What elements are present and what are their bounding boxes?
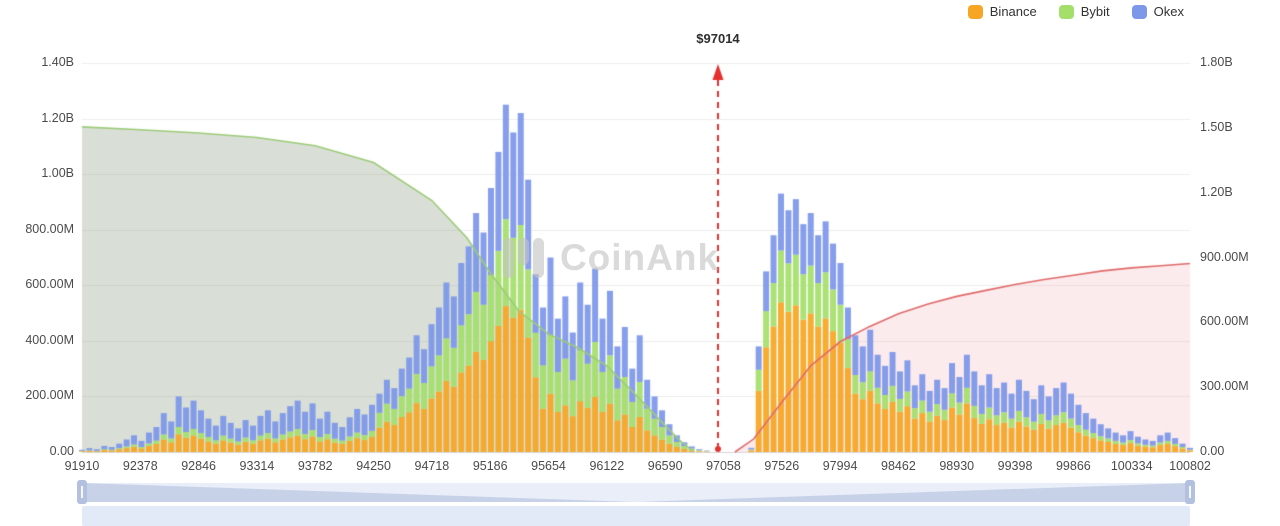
legend: Binance Bybit Okex — [967, 4, 1184, 19]
okex-swatch-icon — [1131, 4, 1147, 19]
price-annotation: $97014 — [696, 31, 740, 46]
watermark: CoinAnk — [0, 236, 1220, 280]
legend-label-okex: Okex — [1153, 4, 1184, 19]
legend-item-binance[interactable]: Binance — [967, 4, 1037, 19]
bybit-swatch-icon — [1058, 4, 1074, 19]
datazoom-left-handle[interactable] — [77, 480, 87, 504]
datazoom-data-shadow — [82, 483, 1190, 502]
watermark-text: CoinAnk — [559, 237, 720, 278]
scrollbar-track[interactable] — [82, 506, 1190, 526]
legend-item-okex[interactable]: Okex — [1131, 4, 1184, 19]
datazoom-track[interactable] — [82, 483, 1190, 502]
legend-label-binance: Binance — [989, 4, 1037, 19]
legend-item-bybit[interactable]: Bybit — [1058, 4, 1110, 19]
binance-swatch-icon — [967, 4, 983, 19]
datazoom-right-handle[interactable] — [1185, 480, 1195, 504]
coinank-logo-icon — [502, 238, 544, 278]
legend-label-bybit: Bybit — [1080, 4, 1110, 19]
